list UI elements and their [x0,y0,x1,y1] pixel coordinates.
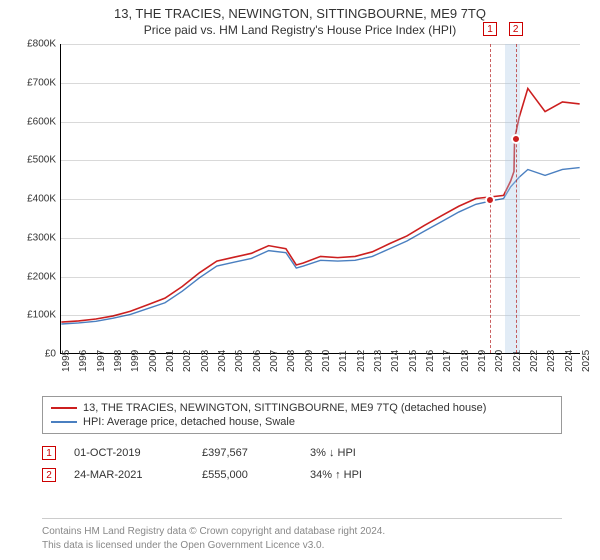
event-date: 01-OCT-2019 [74,447,184,459]
x-tick-label: 2010 [321,350,332,372]
chart-title: 13, THE TRACIES, NEWINGTON, SITTINGBOURN… [0,6,600,21]
x-tick-label: 2008 [286,350,297,372]
x-tick-label: 2015 [408,350,419,372]
gridline [61,122,580,123]
gridline [61,315,580,316]
legend-item: 13, THE TRACIES, NEWINGTON, SITTINGBOURN… [51,401,553,415]
event-marker-label: 1 [483,22,497,36]
shaded-region [505,44,521,353]
gridline [61,160,580,161]
event-pct-vs-hpi: 34% ↑ HPI [310,469,410,481]
gridline [61,44,580,45]
event-vline [516,44,517,353]
y-tick-label: £0 [10,349,56,360]
gridline [61,83,580,84]
y-tick-label: £800K [10,39,56,50]
x-tick-label: 2023 [546,350,557,372]
event-price: £397,567 [202,447,292,459]
footer-line-2: This data is licensed under the Open Gov… [42,539,562,553]
x-tick-label: 2000 [148,350,159,372]
x-tick-label: 2002 [182,350,193,372]
gridline [61,238,580,239]
x-tick-label: 1999 [130,350,141,372]
event-date: 24-MAR-2021 [74,469,184,481]
y-tick-label: £300K [10,232,56,243]
gridline [61,199,580,200]
event-number-badge: 2 [42,468,56,482]
event-marker-dot [485,195,495,205]
event-marker-label: 2 [509,22,523,36]
x-tick-label: 1995 [61,350,72,372]
plot-area: 1995199619971998199920002001200220032004… [60,44,580,354]
event-row: 1 01-OCT-2019 £397,567 3% ↓ HPI [42,442,562,464]
x-tick-label: 2006 [252,350,263,372]
event-marker-dot [511,134,521,144]
y-tick-label: £100K [10,310,56,321]
chart-container: 13, THE TRACIES, NEWINGTON, SITTINGBOURN… [0,0,600,560]
x-tick-label: 2021 [512,350,523,372]
event-number-badge: 1 [42,446,56,460]
x-tick-label: 2017 [442,350,453,372]
x-tick-label: 2003 [200,350,211,372]
x-tick-label: 2005 [234,350,245,372]
x-tick-label: 2016 [425,350,436,372]
chart-area: £0£100K£200K£300K£400K£500K£600K£700K£80… [10,44,590,382]
x-tick-label: 2024 [564,350,575,372]
x-tick-label: 2018 [460,350,471,372]
y-tick-label: £400K [10,194,56,205]
events-table: 1 01-OCT-2019 £397,567 3% ↓ HPI 2 24-MAR-2021… [42,442,562,486]
x-tick-label: 2011 [338,350,349,372]
x-tick-label: 2013 [373,350,384,372]
x-tick-label: 2020 [494,350,505,372]
x-tick-label: 1996 [78,350,89,372]
x-tick-label: 2012 [356,350,367,372]
x-tick-label: 2004 [217,350,228,372]
series-line-property [61,88,579,322]
x-tick-label: 2007 [269,350,280,372]
x-tick-label: 1997 [96,350,107,372]
x-tick-label: 2009 [304,350,315,372]
legend-swatch [51,407,77,409]
series-line-hpi [61,168,579,324]
x-tick-label: 2025 [581,350,592,372]
legend-label: 13, THE TRACIES, NEWINGTON, SITTINGBOURN… [83,402,486,414]
event-row: 2 24-MAR-2021 £555,000 34% ↑ HPI [42,464,562,486]
x-tick-label: 2019 [477,350,488,372]
legend-box: 13, THE TRACIES, NEWINGTON, SITTINGBOURN… [42,396,562,434]
y-tick-label: £600K [10,116,56,127]
x-tick-label: 2014 [390,350,401,372]
y-tick-label: £200K [10,271,56,282]
x-tick-label: 1998 [113,350,124,372]
footer-attribution: Contains HM Land Registry data © Crown c… [42,518,562,552]
y-tick-label: £700K [10,77,56,88]
x-tick-label: 2022 [529,350,540,372]
x-tick-label: 2001 [165,350,176,372]
y-tick-label: £500K [10,155,56,166]
legend-swatch [51,421,77,423]
legend-label: HPI: Average price, detached house, Swal… [83,416,295,428]
footer-line-1: Contains HM Land Registry data © Crown c… [42,525,562,539]
event-pct-vs-hpi: 3% ↓ HPI [310,447,410,459]
legend-item: HPI: Average price, detached house, Swal… [51,415,553,429]
gridline [61,277,580,278]
event-price: £555,000 [202,469,292,481]
